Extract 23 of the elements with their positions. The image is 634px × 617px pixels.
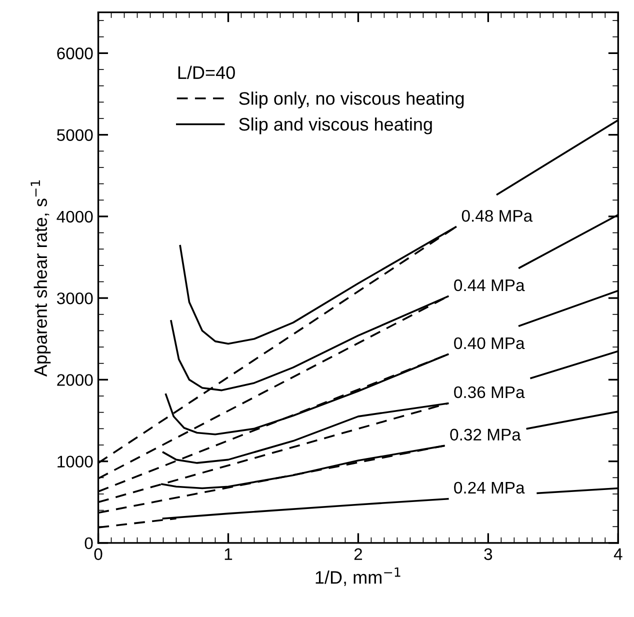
y-tick-label: 3000 — [56, 292, 93, 304]
annotation: 0.32 MPa — [450, 428, 521, 441]
legend-label: Slip only, no viscous heating — [239, 92, 464, 108]
legend-label: Slip and viscous heating — [239, 117, 432, 134]
y-tick-label: 6000 — [57, 48, 93, 60]
x-tick-label: 1 — [224, 548, 232, 560]
y-tick-label: 1000 — [58, 456, 93, 468]
x-tick-label: 2 — [354, 548, 362, 560]
legend-title: L/D=40 — [178, 66, 235, 79]
y-tick-label: 0 — [84, 537, 93, 550]
annotation: 0.44 MPa — [454, 279, 525, 292]
x-tick-label: 4 — [614, 548, 622, 560]
x-axis-title: 1/D, mm$^{−1}$ — [316, 568, 400, 586]
annotation: 0.48 MPa — [462, 210, 533, 222]
y-tick-label: 5000 — [57, 129, 93, 141]
x-tick-label: 0 — [94, 548, 102, 560]
x-tick-label: 3 — [484, 548, 492, 560]
y-tick-label: 4000 — [56, 210, 93, 223]
y-tick-label: 2000 — [57, 374, 93, 386]
annotation: 0.40 MPa — [454, 337, 525, 350]
annotation: 0.36 MPa — [454, 386, 525, 398]
annotation: 0.24 MPa — [454, 482, 525, 494]
y-axis-title: Apparent shear rate, s$^{−1}$ — [30, 180, 51, 377]
